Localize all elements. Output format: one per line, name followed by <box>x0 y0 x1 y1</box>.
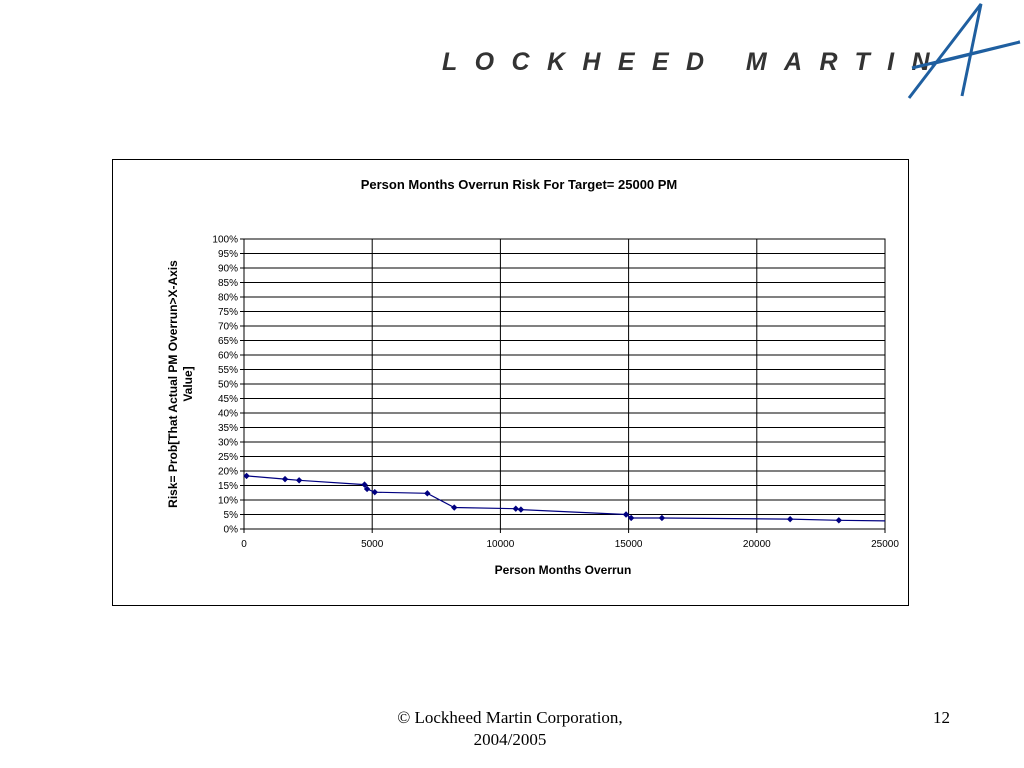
y-tick-label: 15% <box>218 481 238 492</box>
y-axis-label-line: Value] <box>181 366 195 401</box>
star-icon <box>907 3 1021 99</box>
data-point <box>424 490 431 497</box>
y-tick-label: 10% <box>218 496 238 507</box>
y-tick-label: 50% <box>218 380 238 391</box>
logo-wordmark: LOCKHEED MARTIN <box>442 48 947 76</box>
copyright-line-1: © Lockheed Martin Corporation, <box>397 708 623 727</box>
x-axis-label: Person Months Overrun <box>495 563 632 577</box>
y-tick-label: 60% <box>218 351 238 362</box>
data-point <box>658 514 666 522</box>
y-tick-label: 80% <box>218 293 238 304</box>
y-tick-label: 45% <box>218 394 238 405</box>
y-tick-label: 20% <box>218 467 238 478</box>
chart-title: Person Months Overrun Risk For Target= 2… <box>361 177 678 192</box>
y-tick-label: 0% <box>224 525 239 536</box>
copyright-line-2: 2004/2005 <box>473 730 547 749</box>
y-tick-label: 90% <box>218 264 238 275</box>
y-axis-label-line: Risk= Prob[That Actual PM Overrun>X-Axis <box>166 260 180 508</box>
data-point <box>281 475 289 483</box>
x-tick-label: 20000 <box>743 539 771 550</box>
data-point <box>361 481 368 488</box>
y-tick-label: 100% <box>212 235 238 246</box>
footer-copyright: © Lockheed Martin Corporation, 2004/2005 <box>350 707 670 751</box>
x-tick-label: 5000 <box>361 539 384 550</box>
data-point <box>517 506 525 513</box>
data-point <box>622 511 630 518</box>
data-point <box>371 488 378 496</box>
data-point <box>512 505 519 512</box>
plot-border <box>243 238 886 530</box>
y-tick-label: 95% <box>218 249 238 260</box>
data-point <box>835 517 843 524</box>
data-point <box>295 477 303 484</box>
data-point <box>627 514 635 522</box>
lockheed-martin-logo: LOCKHEED MARTIN <box>442 3 1021 99</box>
y-tick-label: 25% <box>218 452 238 463</box>
y-tick-label: 30% <box>218 438 238 449</box>
x-tick-label: 0 <box>241 539 247 550</box>
page-number: 12 <box>933 708 950 727</box>
y-tick-label: 5% <box>224 510 239 521</box>
data-point <box>451 504 458 511</box>
y-tick-label: 85% <box>218 278 238 289</box>
y-tick-label: 35% <box>218 423 238 434</box>
x-tick-label: 15000 <box>615 539 643 550</box>
y-tick-label: 75% <box>218 307 238 318</box>
plot-area: 0% 5% 10% 15% 20% 25% 30% 35% 40% 45% 50% 55% 60% 65%… <box>212 235 899 551</box>
y-axis-label: Risk= Prob[That Actual PM Overrun>X-Axis… <box>166 260 195 508</box>
data-point <box>243 472 250 480</box>
y-tick-label: 65% <box>218 336 238 347</box>
y-tick-label: 40% <box>218 409 238 420</box>
y-tick-label: 70% <box>218 322 238 333</box>
x-tick-label: 25000 <box>871 539 899 550</box>
y-tick-label: 55% <box>218 365 238 376</box>
data-point <box>363 485 371 493</box>
risk-line-chart: Person Months Overrun Risk For Target= 2… <box>166 177 899 577</box>
chart-frame: Person Months Overrun Risk For Target= 2… <box>112 159 909 606</box>
data-point <box>786 515 794 523</box>
x-tick-label: 10000 <box>486 539 514 550</box>
